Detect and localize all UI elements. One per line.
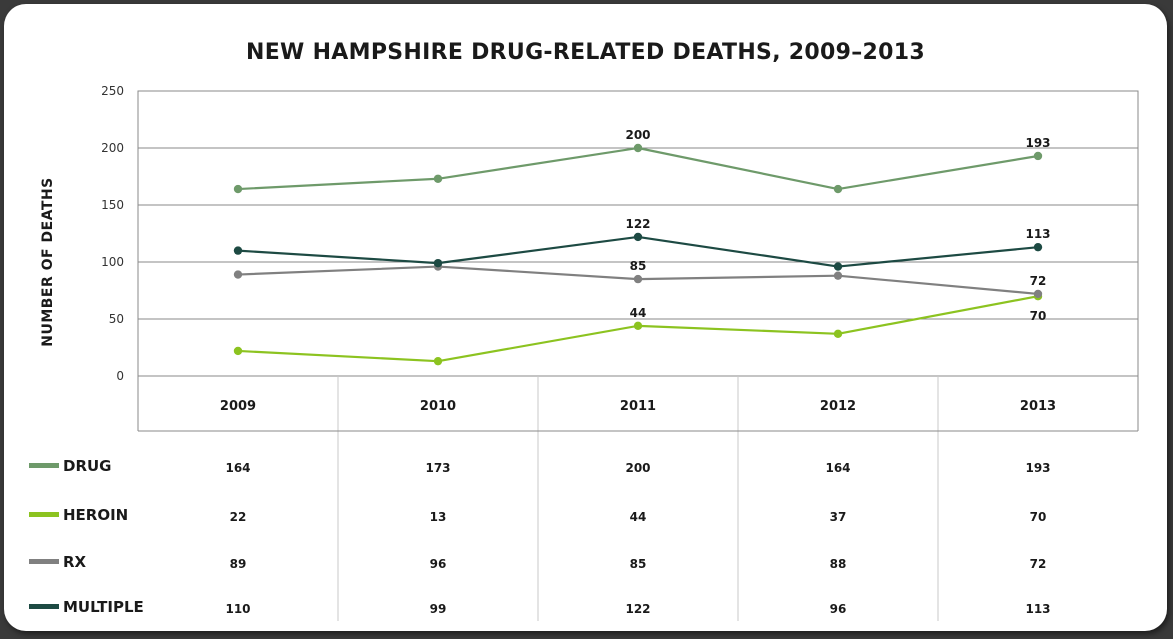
- data-point-heroin: [433, 356, 443, 366]
- table-cell-drug: 164: [225, 461, 250, 475]
- legend-label-heroin: HEROIN: [63, 506, 128, 524]
- data-label-heroin: 44: [630, 306, 647, 320]
- legend-swatch-heroin: [29, 512, 59, 517]
- table-cell-multiple: 110: [225, 602, 250, 616]
- table-cell-multiple: 96: [830, 602, 847, 616]
- data-point-multiple: [633, 232, 643, 242]
- table-cell-drug: 164: [825, 461, 850, 475]
- line-chart: 0 50 100 150 200 250 2009 2010 2011 2012 2013 200 19…: [29, 84, 1139, 621]
- data-point-multiple: [433, 258, 443, 268]
- data-point-rx: [633, 274, 643, 284]
- data-label-heroin: 70: [1030, 309, 1047, 323]
- table-cell-heroin: 13: [430, 510, 447, 524]
- table-cell-heroin: 70: [1030, 510, 1047, 524]
- chart-card: NEW HAMPSHIRE DRUG-RELATED DEATHS, 2009–…: [4, 4, 1167, 631]
- table-cell-rx: 85: [630, 557, 647, 571]
- table-cell-multiple: 113: [1025, 602, 1050, 616]
- data-point-drug: [833, 184, 843, 194]
- table-cell-rx: 72: [1030, 557, 1047, 571]
- legend-label-multiple: MULTIPLE: [63, 598, 144, 616]
- data-point-drug: [233, 184, 243, 194]
- y-tick-label: 200: [101, 141, 124, 155]
- x-tick-label: 2013: [1020, 399, 1056, 414]
- table-cell-heroin: 22: [230, 510, 247, 524]
- data-label-rx: 85: [630, 259, 647, 273]
- plot-frame: [137, 90, 1139, 377]
- legend-swatch-multiple: [29, 604, 59, 609]
- table-cell-drug: 173: [425, 461, 450, 475]
- table-cell-rx: 89: [230, 557, 247, 571]
- series-line-drug: [237, 146, 1039, 191]
- data-point-multiple: [1033, 242, 1043, 252]
- y-tick-label: 150: [101, 198, 124, 212]
- table-cell-drug: 200: [625, 461, 650, 475]
- chart-title: NEW HAMPSHIRE DRUG-RELATED DEATHS, 2009–…: [246, 40, 925, 65]
- data-label-drug: 193: [1025, 136, 1050, 150]
- y-tick-label: 250: [101, 84, 124, 98]
- data-point-rx: [1033, 289, 1043, 299]
- data-point-drug: [433, 174, 443, 183]
- data-label-multiple: 113: [1025, 227, 1050, 241]
- data-point-heroin: [833, 329, 843, 339]
- x-tick-label: 2010: [420, 399, 456, 414]
- y-tick-label: 100: [101, 255, 124, 269]
- data-point-drug: [633, 143, 643, 153]
- data-label-drug: 200: [625, 128, 650, 142]
- table-cell-rx: 96: [430, 557, 447, 571]
- data-point-drug: [1033, 151, 1043, 161]
- x-tick-label: 2012: [820, 399, 856, 414]
- y-tick-label: 0: [116, 369, 124, 383]
- legend-label-rx: RX: [63, 553, 87, 571]
- table-cell-drug: 193: [1025, 461, 1050, 475]
- data-point-multiple: [833, 262, 843, 271]
- legend-label-drug: DRUG: [63, 457, 112, 475]
- legend-swatch-rx: [29, 559, 59, 564]
- data-label-multiple: 122: [625, 217, 650, 231]
- table-cell-heroin: 44: [630, 510, 647, 524]
- data-point-multiple: [233, 246, 243, 255]
- table-cell-multiple: 99: [430, 602, 447, 616]
- data-point-heroin: [233, 346, 243, 356]
- data-point-heroin: [633, 321, 643, 331]
- data-point-rx: [833, 271, 843, 280]
- y-tick-label: 50: [109, 312, 124, 326]
- table-cell-rx: 88: [830, 557, 847, 571]
- data-point-rx: [233, 270, 243, 279]
- x-tick-label: 2009: [220, 399, 256, 414]
- data-label-rx: 72: [1030, 274, 1047, 288]
- legend-swatch-drug: [29, 463, 59, 468]
- table-cell-multiple: 122: [625, 602, 650, 616]
- table-cell-heroin: 37: [830, 510, 847, 524]
- x-tick-label: 2011: [620, 399, 656, 414]
